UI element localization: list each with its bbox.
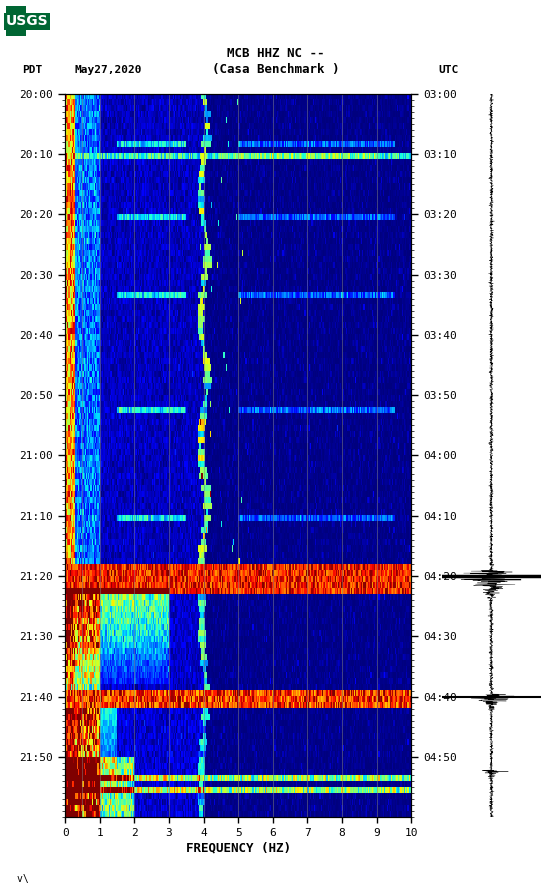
Text: USGS: USGS xyxy=(6,14,48,29)
Text: MCB HHZ NC --: MCB HHZ NC -- xyxy=(227,47,325,60)
X-axis label: FREQUENCY (HZ): FREQUENCY (HZ) xyxy=(185,842,291,855)
Text: May27,2020: May27,2020 xyxy=(75,64,142,75)
FancyBboxPatch shape xyxy=(6,6,25,37)
Text: PDT: PDT xyxy=(22,64,43,75)
Text: (Casa Benchmark ): (Casa Benchmark ) xyxy=(213,63,339,76)
Text: UTC: UTC xyxy=(439,64,459,75)
Text: v\: v\ xyxy=(17,874,40,884)
